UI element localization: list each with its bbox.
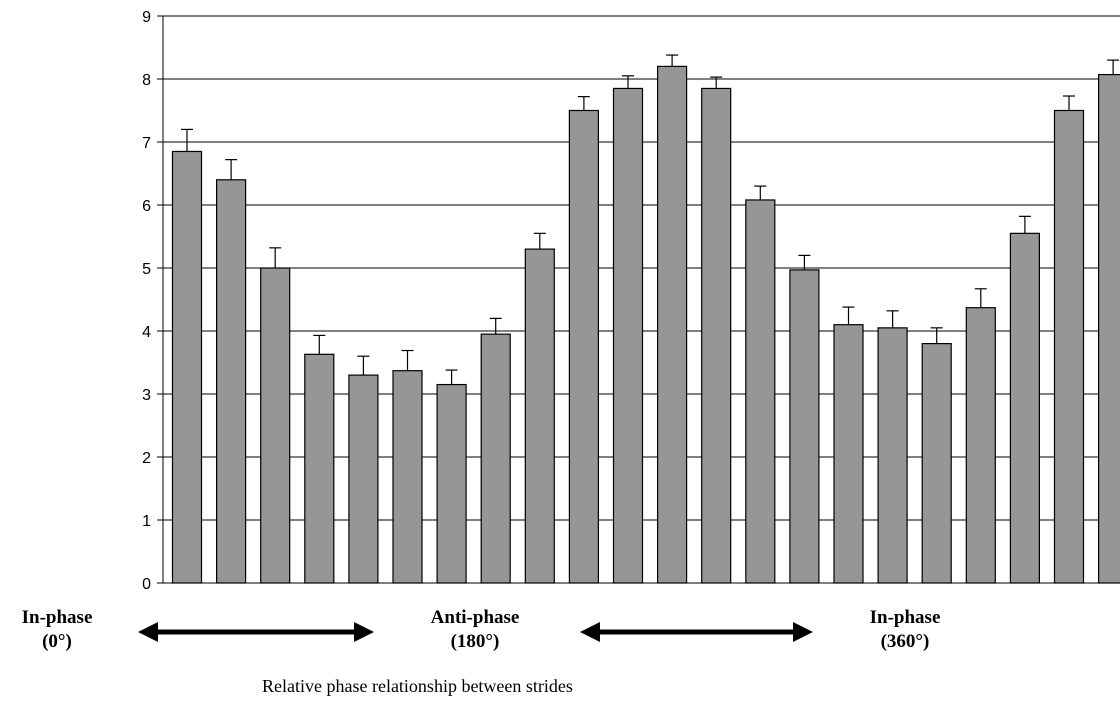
annotation-in-phase-360: In-phase (360°) bbox=[845, 606, 965, 654]
phase-arrow-left-head-right bbox=[354, 622, 374, 642]
bar bbox=[171, 150, 203, 584]
annotation-anti-phase-180-line1: Anti-phase bbox=[430, 607, 520, 628]
bar bbox=[1009, 232, 1041, 584]
phase-arrow-right bbox=[580, 622, 813, 642]
y-tick-label: 6 bbox=[142, 198, 151, 215]
x-axis-label: Relative phase relationship between stri… bbox=[262, 676, 573, 696]
phase-arrow-left bbox=[138, 622, 374, 642]
phase-arrows bbox=[138, 622, 813, 642]
bar bbox=[260, 267, 291, 584]
annotation-in-phase-0: In-phase (0°) bbox=[2, 606, 112, 654]
phase-arrow-left-head-left bbox=[138, 622, 158, 642]
phase-arrow-right-head-right bbox=[793, 622, 813, 642]
annotation-in-phase-360-line2: (360°) bbox=[880, 631, 930, 652]
bar bbox=[568, 109, 600, 584]
bar bbox=[833, 324, 864, 584]
bar bbox=[656, 65, 688, 584]
bar bbox=[1053, 109, 1085, 584]
y-tick-label: 2 bbox=[142, 450, 151, 467]
y-tick-label: 9 bbox=[142, 9, 151, 26]
bar bbox=[1097, 73, 1120, 584]
bar bbox=[304, 353, 335, 584]
annotation-in-phase-0-line1: In-phase bbox=[21, 607, 93, 628]
y-tick-label: 4 bbox=[142, 324, 151, 341]
bar bbox=[877, 327, 908, 584]
annotation-anti-phase-180-line2: (180°) bbox=[450, 631, 500, 652]
bar bbox=[524, 248, 555, 584]
annotation-in-phase-360-line1: In-phase bbox=[869, 607, 941, 628]
y-tick-label: 1 bbox=[142, 513, 151, 530]
phase-arrow-right-head-left bbox=[580, 622, 600, 642]
bar bbox=[612, 87, 644, 584]
bar bbox=[701, 87, 732, 584]
bar bbox=[392, 370, 423, 584]
y-tick-label: 7 bbox=[142, 135, 151, 152]
y-tick-label: 8 bbox=[142, 72, 151, 89]
bar bbox=[921, 343, 952, 584]
bar bbox=[745, 199, 776, 584]
y-tick-label: 3 bbox=[142, 387, 151, 404]
bar bbox=[789, 269, 820, 584]
bar bbox=[965, 307, 996, 584]
bar bbox=[348, 374, 379, 584]
annotation-in-phase-0-line2: (0°) bbox=[42, 631, 72, 652]
bar bbox=[436, 383, 467, 584]
bar bbox=[216, 179, 247, 584]
bars bbox=[171, 54, 1120, 584]
bar bbox=[480, 333, 511, 584]
annotation-anti-phase-180: Anti-phase (180°) bbox=[405, 606, 545, 654]
y-tick-label: 0 bbox=[142, 576, 151, 593]
y-tick-label: 5 bbox=[142, 261, 151, 278]
